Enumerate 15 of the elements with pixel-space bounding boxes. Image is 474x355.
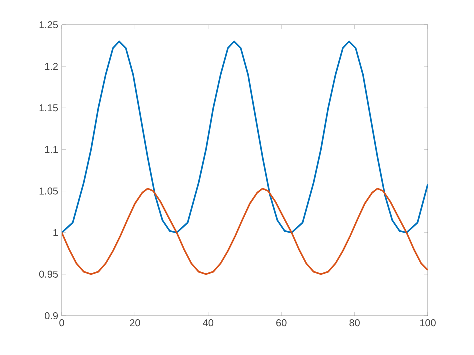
- x-tick-label: 0: [60, 320, 64, 327]
- line-series: [62, 188, 428, 276]
- y-tick-label: 1: [54, 229, 58, 236]
- x-tick-label: 40: [203, 320, 214, 327]
- x-tick-label: 60: [276, 320, 287, 327]
- y-tick-label: 1.1: [45, 146, 58, 154]
- y-tick-label: 0.95: [39, 270, 58, 278]
- x-tick-label: 100: [420, 320, 436, 327]
- x-tick-label: 80: [350, 320, 360, 327]
- y-tick-label: 1.25: [40, 21, 58, 29]
- y-tick-label: 1.2: [45, 63, 58, 70]
- y-tick-label: 1.05: [40, 188, 58, 195]
- x-tick-label: 20: [130, 320, 140, 327]
- y-tick-label: 0.9: [45, 312, 58, 320]
- y-tick-label: 1.15: [40, 104, 58, 112]
